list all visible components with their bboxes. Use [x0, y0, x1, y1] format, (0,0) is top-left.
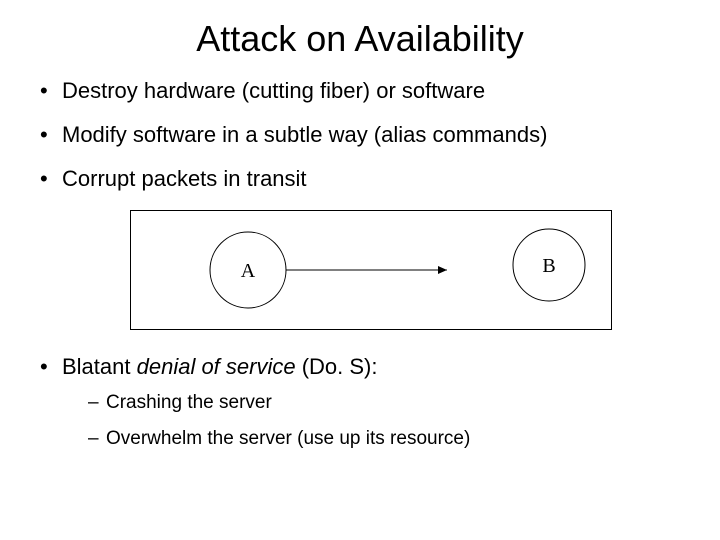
bullet-4: Blatant denial of service (Do. S): Crash…	[40, 354, 690, 450]
diagram-svg: A B	[131, 211, 611, 329]
node-a-label: A	[241, 260, 256, 282]
slide-title: Attack on Availability	[30, 18, 690, 60]
sub-1: Crashing the server	[88, 392, 690, 414]
bullet-3: Corrupt packets in transit	[40, 166, 690, 192]
bullet-4-post: (Do. S):	[296, 354, 378, 379]
sub-list: Crashing the server Overwhelm the server…	[62, 392, 690, 450]
arrow-head	[438, 266, 447, 274]
bullet-1: Destroy hardware (cutting fiber) or soft…	[40, 78, 690, 104]
bullet-list: Destroy hardware (cutting fiber) or soft…	[30, 78, 690, 192]
sub-2: Overwhelm the server (use up its resourc…	[88, 428, 690, 450]
bullet-4-em: denial of service	[137, 354, 296, 379]
diagram-container: A B	[130, 210, 690, 330]
bullet-4-pre: Blatant	[62, 354, 137, 379]
diagram-box: A B	[130, 210, 612, 330]
node-b-label: B	[542, 255, 555, 277]
bullet-list-2: Blatant denial of service (Do. S): Crash…	[30, 354, 690, 450]
bullet-2: Modify software in a subtle way (alias c…	[40, 122, 690, 148]
